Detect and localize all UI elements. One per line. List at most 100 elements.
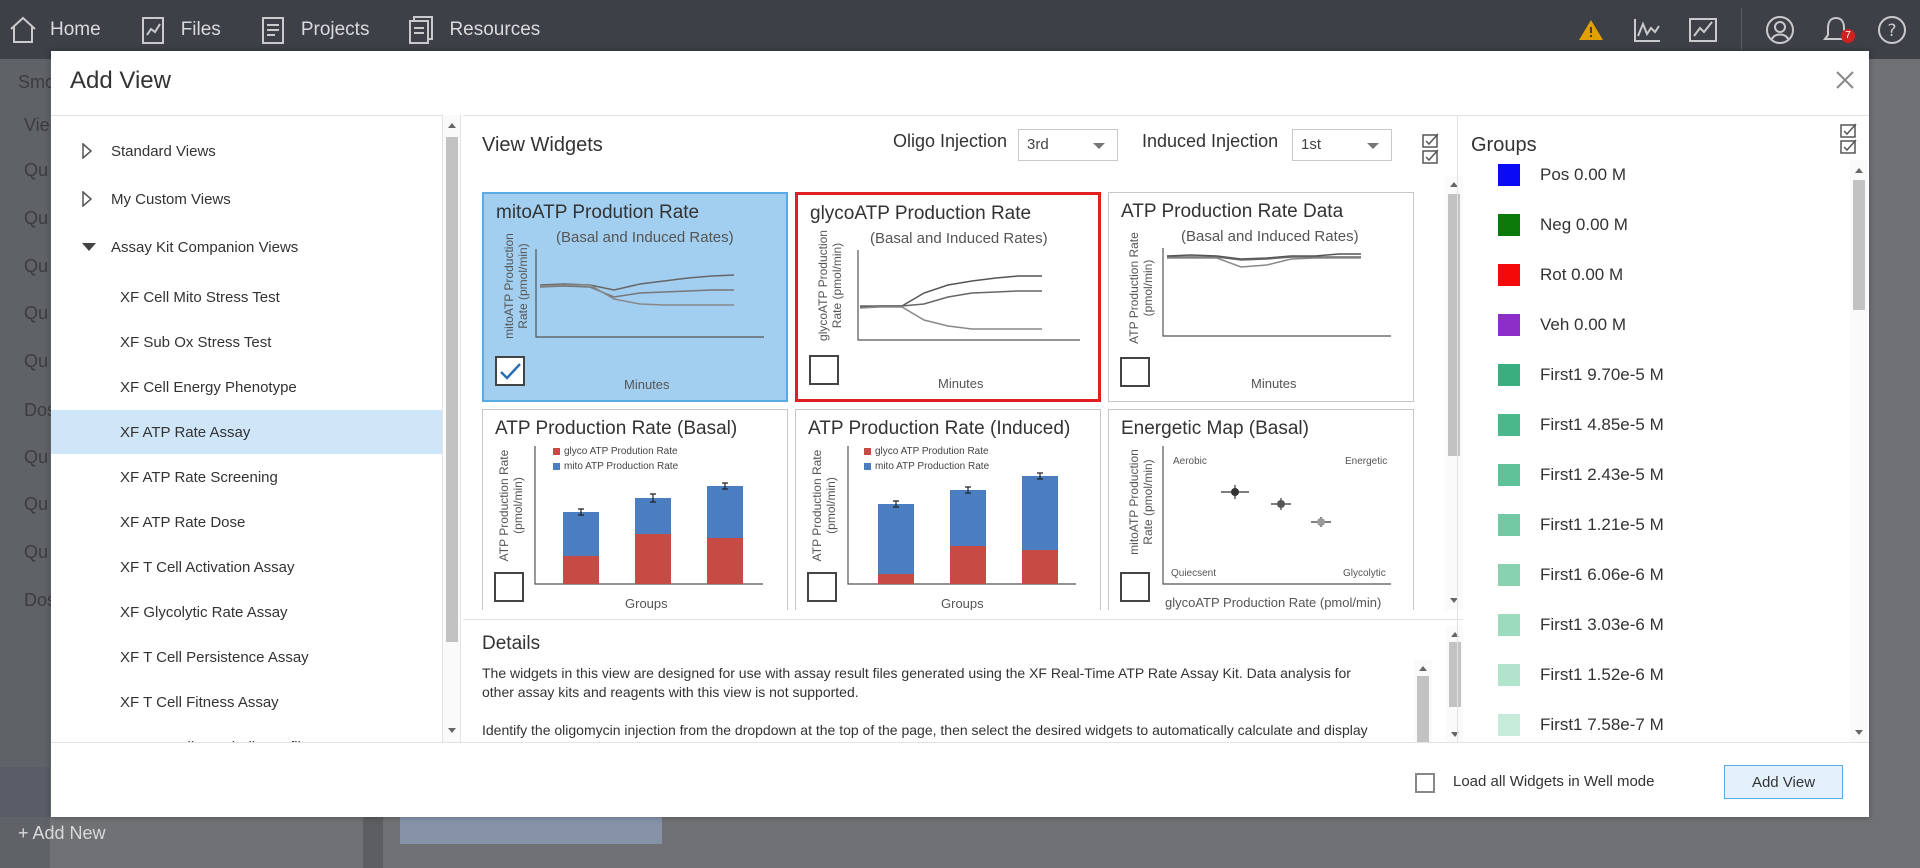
close-icon[interactable] [1831,66,1859,94]
details-scrollbar[interactable] [1446,626,1463,743]
tree-scrollbar[interactable] [443,115,461,742]
oligo-injection-dropdown[interactable]: 3rd [1018,129,1118,161]
group-label: First1 4.85e-5 M [1540,415,1664,434]
group-item[interactable]: Veh 0.00 M [1498,310,1626,340]
widget-mitoatp-production-rate[interactable]: mitoATP Prodution Rate (Basal and Induce… [482,192,788,402]
widget-atp-production-rate-induced[interactable]: ATP Production Rate (Induced) ATP Produc… [795,409,1101,610]
group-color-swatch [1498,714,1520,736]
load-all-widgets-label[interactable]: Load all Widgets in Well mode [1453,773,1655,790]
scroll-up-icon[interactable] [1855,168,1863,173]
group-item[interactable]: First1 7.58e-7 M [1498,710,1664,740]
group-item[interactable]: Pos 0.00 M [1498,160,1626,190]
group-item[interactable]: First1 1.21e-5 M [1498,510,1664,540]
group-item[interactable]: First1 4.85e-5 M [1498,410,1664,440]
nav-projects[interactable]: Projects [259,15,370,45]
scroll-up-icon[interactable] [1419,666,1427,671]
scroll-down-icon[interactable] [1451,732,1459,737]
tree-node-standard-views[interactable]: Standard Views [81,131,216,171]
group-item[interactable]: First1 1.52e-6 M [1498,660,1664,690]
scroll-up-icon[interactable] [448,123,456,128]
widget-checkbox[interactable] [809,355,839,385]
group-item[interactable]: First1 3.03e-6 M [1498,610,1664,640]
widget-checkbox[interactable] [1120,572,1150,602]
scroll-thumb[interactable] [1449,642,1461,707]
group-item[interactable]: First1 9.70e-5 M [1498,360,1664,390]
background-bar [400,816,662,844]
nav-files[interactable]: Files [139,15,221,45]
induced-injection-dropdown[interactable]: 1st [1292,129,1392,161]
nav-projects-label: Projects [300,18,370,40]
load-all-widgets-checkbox[interactable] [1415,773,1435,793]
scroll-down-icon[interactable] [1855,730,1863,735]
tree-item[interactable]: XF Sub Ox Stress Test [51,320,442,364]
tree-item[interactable]: XF Cell Energy Phenotype [51,365,442,409]
warning-icon[interactable] [1563,0,1619,59]
widget-scatter-chart-preview [1162,446,1391,585]
nav-home[interactable]: Home [8,15,101,45]
widget-title: ATP Production Rate Data [1121,201,1344,222]
add-new-link[interactable]: + Add New [18,823,106,843]
analysis-icon[interactable] [1619,0,1675,59]
scroll-thumb[interactable] [1417,676,1429,743]
widget-checkbox[interactable] [494,572,524,602]
legend-swatch [864,448,871,455]
tree-node-label: Standard Views [111,142,216,160]
select-all-groups-icon[interactable] [1839,122,1859,156]
dialog-footer: Load all Widgets in Well mode Add View [51,742,1869,817]
tree-node-assay-kit-companion-views[interactable]: Assay Kit Companion Views [81,227,298,267]
tree-item[interactable]: XF NK Cell Metabolic Profile [51,725,442,743]
select-all-widgets-icon[interactable] [1421,132,1441,166]
notifications-icon[interactable]: 7 [1808,0,1864,59]
top-nav-bar: Home Files Projects Resources 7 ? [0,0,1920,59]
expand-arrow-icon[interactable] [81,191,111,207]
groups-scrollbar[interactable] [1850,160,1868,743]
group-item[interactable]: Rot 0.00 M [1498,260,1623,290]
scroll-down-icon[interactable] [448,728,456,733]
tree-item[interactable]: XF ATP Rate Dose [51,500,442,544]
expand-arrow-icon[interactable] [81,143,111,159]
tree-item[interactable]: XF Glycolytic Rate Assay [51,590,442,634]
dashboard-chart-icon[interactable] [1675,0,1731,59]
induced-injection-value: 1st [1301,136,1322,153]
details-text-scrollbar[interactable] [1414,660,1432,743]
widget-title: mitoATP Prodution Rate [496,202,700,223]
group-item[interactable]: First1 6.06e-6 M [1498,560,1664,590]
legend-swatch [864,463,871,470]
tree-item[interactable]: XF T Cell Fitness Assay [51,680,442,724]
group-label: Neg 0.00 M [1540,215,1628,234]
background-sidebar-text: Qu [24,542,49,562]
quadrant-label-aerobic: Aerobic [1173,456,1207,467]
tree-item[interactable]: XF T Cell Persistence Assay [51,635,442,679]
tree-item[interactable]: XF T Cell Activation Assay [51,545,442,589]
tree-item[interactable]: XF Cell Mito Stress Test [51,275,442,319]
tree-item[interactable]: XF ATP Rate Screening [51,455,442,499]
scroll-up-icon[interactable] [1450,182,1458,187]
checkmark-icon [500,363,521,380]
background-scrollbar [363,805,383,868]
user-icon[interactable] [1752,0,1808,59]
groups-panel: Groups Pos 0.00 M Neg 0.00 M Rot 0.00 M Veh… [1457,115,1869,743]
tree-node-my-custom-views[interactable]: My Custom Views [81,179,231,219]
collapse-arrow-icon[interactable] [81,241,111,253]
group-item[interactable]: Neg 0.00 M [1498,210,1628,240]
widget-atp-production-rate-basal[interactable]: ATP Production Rate (Basal) ATP Producti… [482,409,788,610]
scroll-down-icon[interactable] [1450,598,1458,603]
scroll-thumb[interactable] [446,137,458,642]
tree-item[interactable]: XF ATP Rate Assay [51,410,442,454]
widget-energetic-map-basal[interactable]: Energetic Map (Basal) mitoATP Production… [1108,409,1414,610]
quadrant-label-energetic: Energetic [1345,456,1388,467]
group-label: First1 6.06e-6 M [1540,565,1664,584]
widget-checkbox[interactable] [495,356,525,386]
widget-atp-production-rate-data[interactable]: ATP Production Rate Data (Basal and Indu… [1108,192,1414,402]
scroll-thumb[interactable] [1853,180,1865,310]
widget-checkbox[interactable] [807,572,837,602]
add-view-button[interactable]: Add View [1724,765,1843,799]
widget-glycoatp-production-rate[interactable]: glycoATP Production Rate (Basal and Indu… [795,192,1101,402]
nav-resources[interactable]: Resources [407,15,540,45]
help-icon[interactable]: ? [1864,0,1920,59]
widget-checkbox[interactable] [1120,357,1150,387]
quadrant-label-quiescent: Quiecsent [1171,568,1217,579]
group-item[interactable]: First1 2.43e-5 M [1498,460,1664,490]
tree-item-label: XF Sub Ox Stress Test [120,333,272,351]
scroll-up-icon[interactable] [1451,632,1459,637]
